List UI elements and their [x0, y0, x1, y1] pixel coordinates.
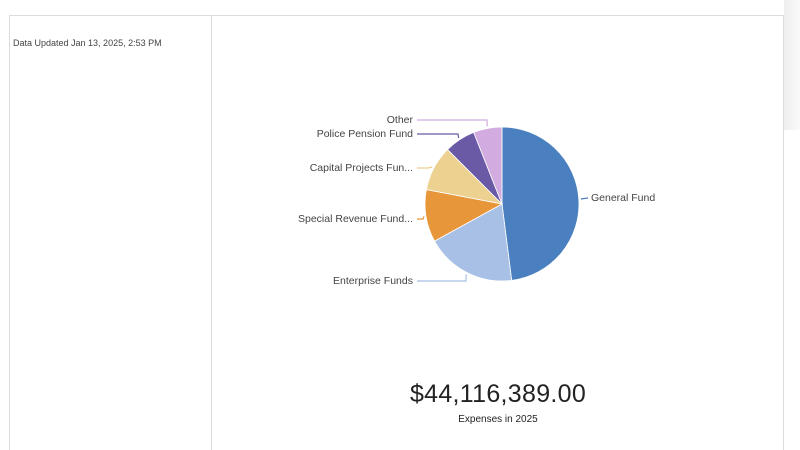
pie-slice-general-fund[interactable]: [501, 126, 580, 281]
slice-label-police-pension-fund: Police Pension Fund: [317, 128, 413, 140]
data-updated-text: Data Updated Jan 13, 2025, 2:53 PM: [13, 38, 162, 48]
leader-line-enterprise-funds: [417, 274, 467, 282]
pie-slice-other[interactable]: [473, 126, 503, 205]
leader-line-special-revenue-fund: [417, 216, 425, 220]
leader-line-general-fund: [580, 197, 589, 200]
leader-line-capital-projects-fun: [417, 166, 433, 169]
kpi-value: $44,116,389.00: [409, 380, 587, 408]
slice-label-general-fund: General Fund: [591, 192, 655, 204]
kpi-label: Expenses in 2025: [458, 414, 538, 425]
panel-edge-shadow: [784, 0, 800, 130]
leader-line-other: [417, 119, 488, 127]
main-panel: [212, 15, 784, 450]
slice-label-special-revenue-fund: Special Revenue Fund...: [298, 213, 413, 225]
left-panel: [9, 15, 212, 450]
leader-line-police-pension-fund: [417, 133, 460, 139]
slice-label-capital-projects-fun: Capital Projects Fun...: [310, 162, 413, 174]
slice-label-other: Other: [387, 114, 414, 126]
pie-slice-enterprise-funds[interactable]: [433, 203, 513, 282]
slice-label-enterprise-funds: Enterprise Funds: [333, 275, 413, 287]
